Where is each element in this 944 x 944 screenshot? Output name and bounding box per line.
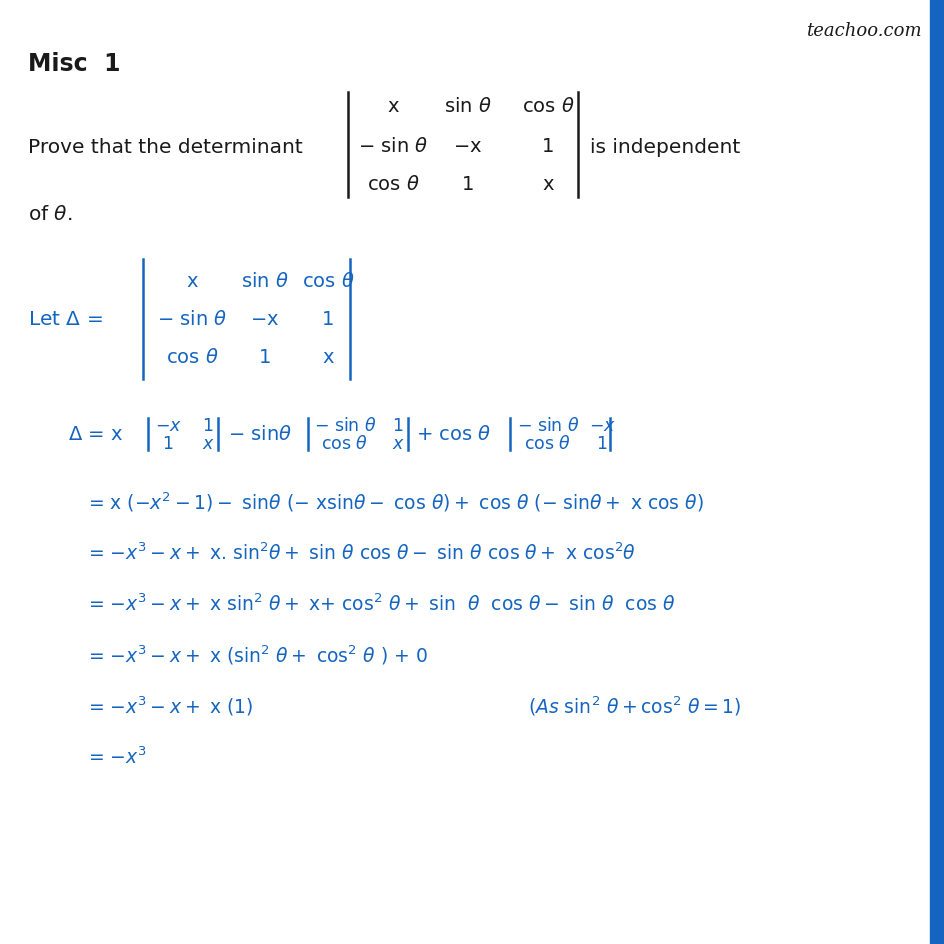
- Text: x: x: [542, 176, 553, 194]
- Text: 1: 1: [462, 176, 474, 194]
- Bar: [929, 0, 944, 944]
- Text: $-$ sin $\theta$: $-$ sin $\theta$: [358, 138, 428, 157]
- Text: cos $\theta$: cos $\theta$: [521, 97, 574, 116]
- Text: cos $\theta$: cos $\theta$: [165, 348, 218, 367]
- Text: + cos $\theta$: + cos $\theta$: [415, 425, 491, 444]
- Text: $\Delta$ = x: $\Delta$ = x: [68, 425, 123, 444]
- Text: $x$: $x$: [391, 434, 404, 452]
- Text: = $- x^3 - x + $ x (sin$^2$ $\theta +$ cos$^2$ $\theta$ ) + 0: = $- x^3 - x + $ x (sin$^2$ $\theta +$ c…: [88, 643, 428, 666]
- Text: teachoo.com: teachoo.com: [805, 22, 921, 40]
- Text: $-$ sin $\theta$: $-$ sin $\theta$: [313, 416, 376, 434]
- Text: = x $(-x^2 - 1) -$ sin$\theta$ $(-$ xsin$\theta -$ cos $\theta) +$ cos $\theta$ : = x $(-x^2 - 1) -$ sin$\theta$ $(-$ xsin…: [88, 490, 703, 514]
- Text: $-$ sin $\theta$: $-$ sin $\theta$: [157, 311, 227, 329]
- Text: $-x$: $-x$: [588, 416, 615, 434]
- Text: = $- x^3 - x + $ x sin$^2$ $\theta + $ x$+$ cos$^2$ $\theta +$ sin  $\theta$  co: = $- x^3 - x + $ x sin$^2$ $\theta + $ x…: [88, 593, 675, 615]
- Text: $-x$: $-x$: [155, 416, 181, 434]
- Text: x: x: [322, 348, 333, 367]
- Text: $(As\ \mathrm{sin}^2\ \theta + \mathrm{cos}^2\ \theta = 1)$: $(As\ \mathrm{sin}^2\ \theta + \mathrm{c…: [528, 694, 740, 717]
- Text: 1: 1: [596, 434, 607, 452]
- Text: = $- x^3 - x + $ x (1): = $- x^3 - x + $ x (1): [88, 694, 253, 717]
- Text: Let $\Delta$ =: Let $\Delta$ =: [28, 311, 103, 329]
- Text: $-$ sin $\theta$: $-$ sin $\theta$: [516, 416, 579, 434]
- Text: $-$x: $-$x: [250, 311, 279, 329]
- Text: of $\theta$.: of $\theta$.: [28, 205, 73, 225]
- Text: $-$ sin$\theta$: $-$ sin$\theta$: [228, 425, 292, 444]
- Text: $-$x: $-$x: [453, 138, 482, 157]
- Text: 1: 1: [202, 416, 213, 434]
- Text: sin $\theta$: sin $\theta$: [444, 97, 491, 116]
- Text: is independent: is independent: [589, 139, 739, 158]
- Text: 1: 1: [322, 311, 334, 329]
- Text: $x$: $x$: [201, 434, 214, 452]
- Text: 1: 1: [259, 348, 271, 367]
- Text: 1: 1: [162, 434, 174, 452]
- Text: = $-x^3 - x + $ x. sin$^2\theta +$ sin $\theta$ cos $\theta -$ sin $\theta$ cos : = $-x^3 - x + $ x. sin$^2\theta +$ sin $…: [88, 542, 635, 564]
- Text: x: x: [387, 97, 398, 116]
- Text: cos $\theta$: cos $\theta$: [301, 272, 354, 291]
- Text: Misc  1: Misc 1: [28, 52, 121, 76]
- Text: cos $\theta$: cos $\theta$: [524, 434, 571, 452]
- Text: = $- x^3$: = $- x^3$: [88, 746, 146, 767]
- Text: Prove that the determinant: Prove that the determinant: [28, 139, 302, 158]
- Text: 1: 1: [541, 138, 553, 157]
- Text: sin $\theta$: sin $\theta$: [241, 272, 289, 291]
- Text: cos $\theta$: cos $\theta$: [366, 176, 419, 194]
- Text: 1: 1: [392, 416, 403, 434]
- Text: x: x: [186, 272, 197, 291]
- Text: cos $\theta$: cos $\theta$: [321, 434, 368, 452]
